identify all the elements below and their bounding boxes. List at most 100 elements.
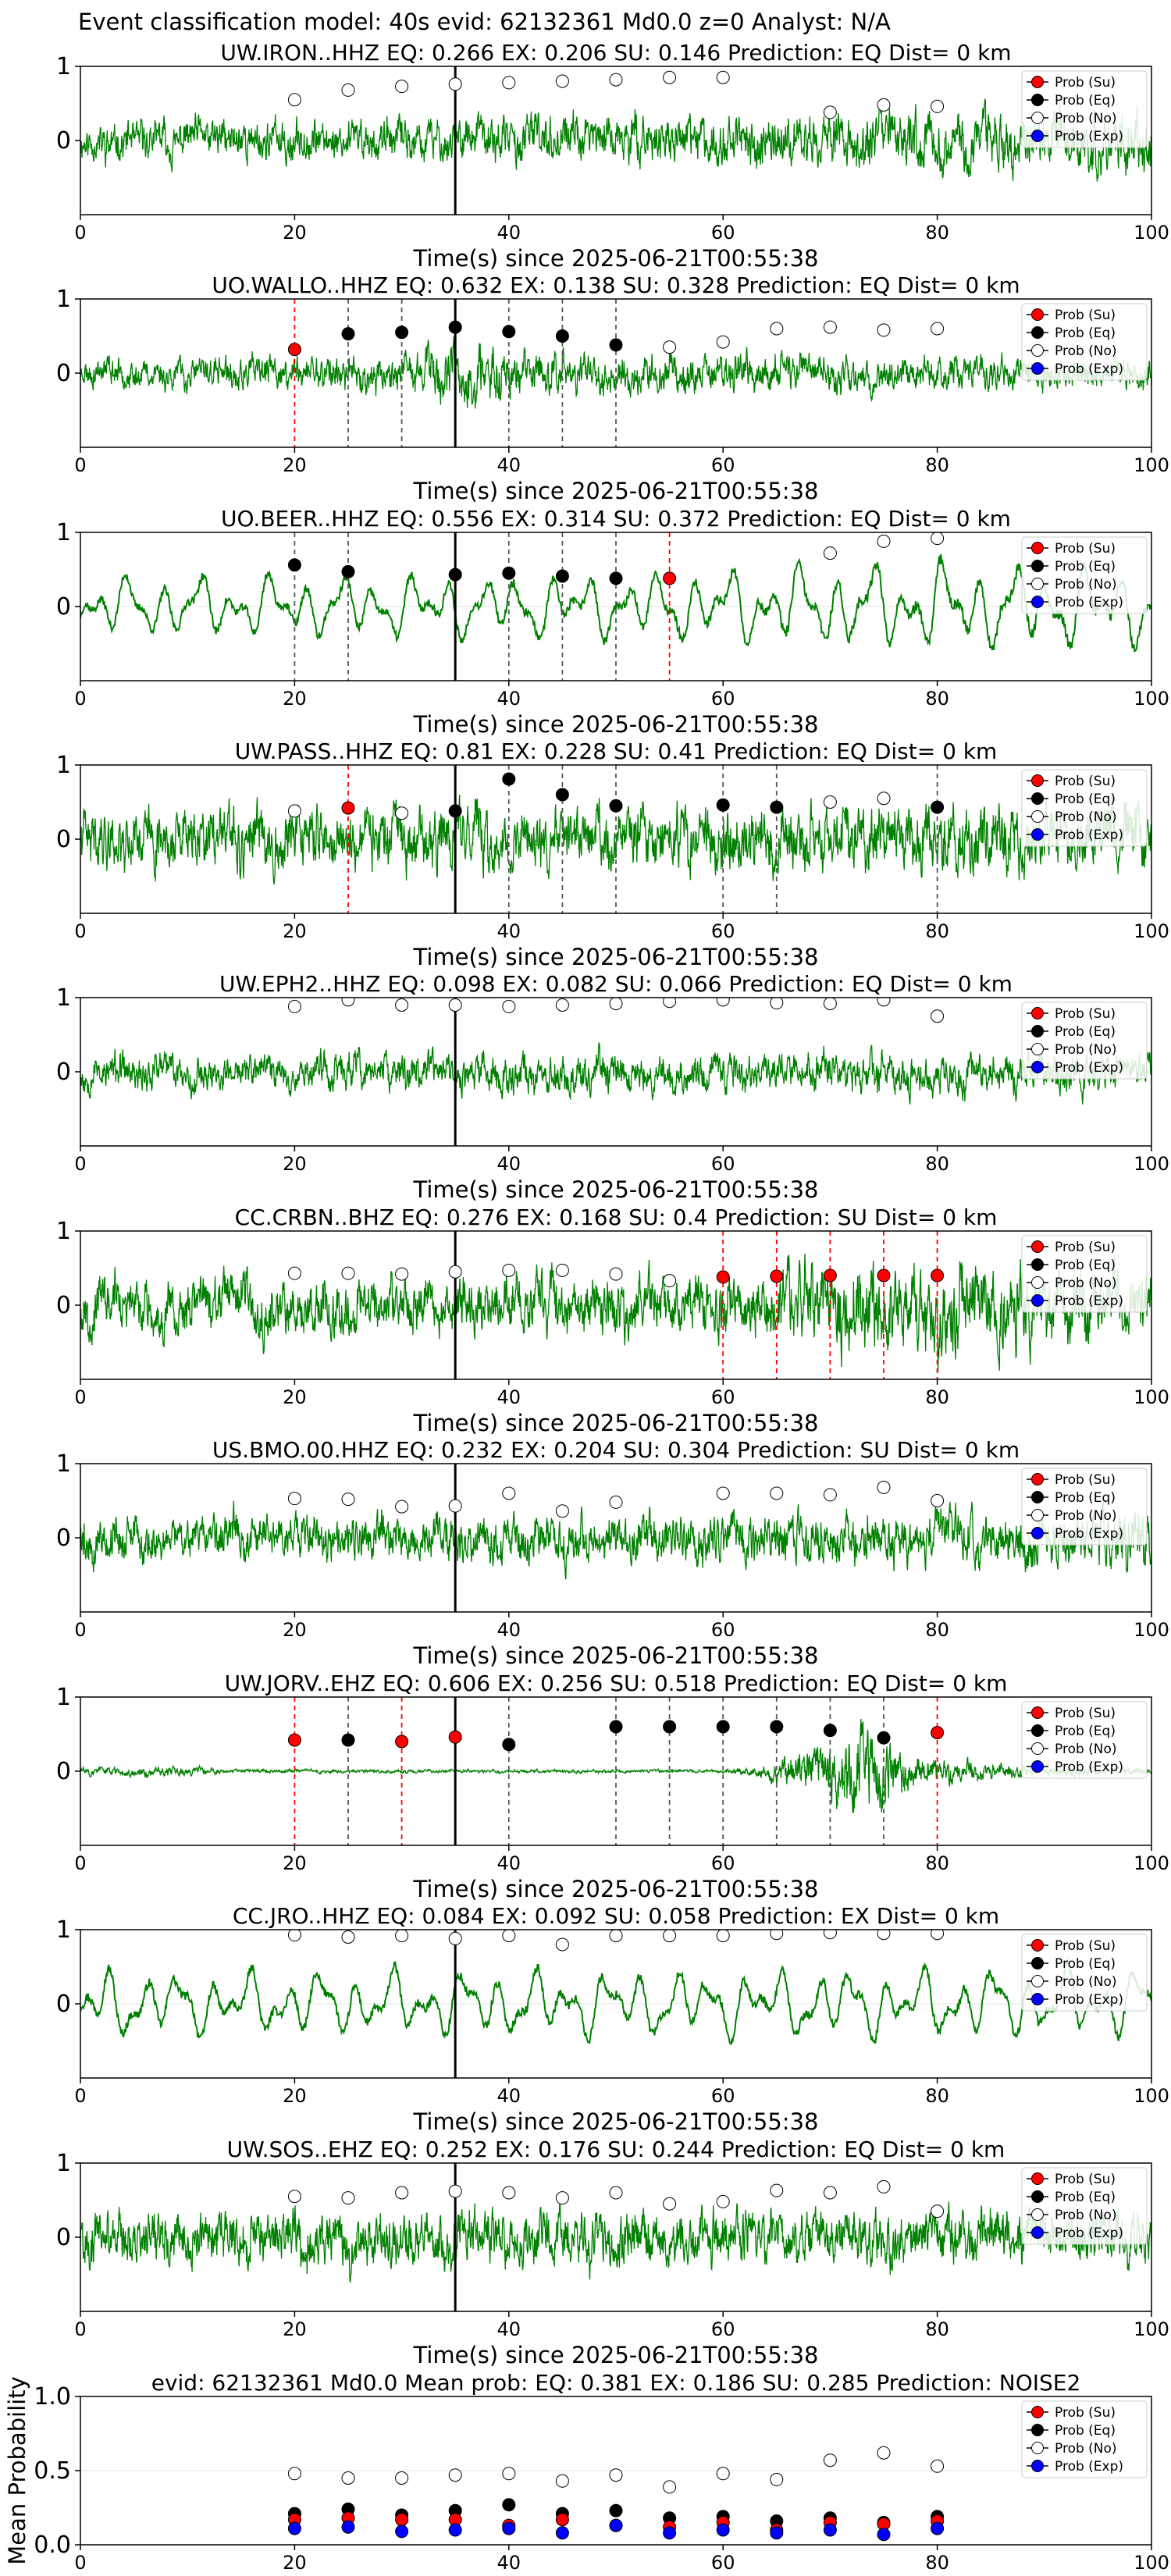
panels: UW.IRON..HHZ EQ: 0.266 EX: 0.206 SU: 0.1… [4, 40, 1169, 2574]
prob-point-no [287, 1492, 301, 1506]
y-tick-label: 0.0 [34, 2532, 71, 2559]
x-tick-label: 100 [1134, 2318, 1169, 2340]
legend-item-eq: Prob (Eq) [1027, 1724, 1116, 1739]
legend-label-su: Prob (Su) [1055, 2405, 1116, 2421]
panel-title: UW.PASS..HHZ EQ: 0.81 EX: 0.228 SU: 0.41… [235, 738, 998, 764]
prob-point-eq [502, 325, 516, 339]
legend-item-no: Prob (No) [1027, 577, 1117, 592]
prob-point-su [395, 1735, 409, 1749]
x-tick-label: 100 [1134, 1153, 1169, 1175]
mean-prob-point-exp [341, 2520, 355, 2534]
prob-point-eq [341, 327, 355, 341]
legend-label-eq: Prob (Eq) [1055, 2423, 1116, 2439]
legend-label-eq: Prob (Eq) [1055, 93, 1116, 109]
mean-prob-point-exp [502, 2521, 516, 2535]
x-tick-label: 100 [1134, 1619, 1169, 1641]
x-tick-label: 40 [497, 2085, 521, 2107]
x-tick-label: 0 [74, 454, 86, 476]
legend-label-eq: Prob (Eq) [1055, 1258, 1116, 1273]
legend-item-eq: Prob (Eq) [1027, 1258, 1116, 1273]
x-tick-label: 20 [283, 1852, 307, 1874]
legend-label-su: Prob (Su) [1055, 1472, 1116, 1488]
legend-marker-no [1031, 2208, 1044, 2221]
legend-item-exp: Prob (Exp) [1027, 1060, 1123, 1076]
prob-point-no [877, 792, 891, 806]
prob-point-no [555, 1263, 569, 1277]
x-tick-label: 80 [925, 920, 949, 942]
prob-point-no [931, 532, 945, 546]
prob-point-eq [770, 800, 784, 814]
x-tick-label: 20 [283, 1386, 307, 1408]
y-tick-label: 1 [56, 752, 71, 779]
panel-title: UW.EPH2..HHZ EQ: 0.098 EX: 0.082 SU: 0.0… [219, 971, 1013, 997]
legend-marker-exp [1031, 596, 1044, 608]
waveform-trace [80, 553, 1151, 653]
mean-prob-point-no [502, 2467, 516, 2481]
legend-label-eq: Prob (Eq) [1055, 1956, 1116, 1972]
prob-point-no [770, 1930, 784, 1941]
panel-7: US.BMO.00.HHZ EQ: 0.232 EX: 0.204 SU: 0.… [56, 1437, 1169, 1669]
mean-prob-point-exp [287, 2521, 301, 2535]
legend-label-exp: Prob (Exp) [1055, 595, 1123, 610]
legend-marker-su [1031, 774, 1044, 787]
legend-marker-no [1031, 1276, 1044, 1289]
legend-item-su: Prob (Su) [1027, 2172, 1116, 2187]
legend-label-exp: Prob (Exp) [1055, 1060, 1123, 1076]
prob-point-no [663, 1930, 677, 1943]
legend-item-su: Prob (Su) [1027, 75, 1116, 91]
prob-point-no [877, 534, 891, 548]
panel-title: UO.WALLO..HHZ EQ: 0.632 EX: 0.138 SU: 0.… [212, 272, 1020, 298]
x-tick-label: 80 [925, 454, 949, 476]
x-tick-label: 0 [74, 688, 86, 710]
x-axis-label: Time(s) since 2025-06-21T00:55:38 [413, 1176, 819, 1203]
prob-point-eq [609, 338, 623, 352]
legend-marker-no [1031, 2442, 1044, 2454]
mean-prob-point-exp [770, 2526, 784, 2540]
prob-point-no [395, 2186, 409, 2200]
x-tick-label: 20 [283, 2552, 307, 2574]
x-tick-label: 40 [497, 1619, 521, 1641]
plot-area [80, 299, 1151, 447]
legend-item-eq: Prob (Eq) [1027, 1490, 1116, 1506]
prob-point-no [341, 1930, 355, 1944]
prob-point-no [341, 1266, 355, 1280]
x-tick-label: 60 [711, 222, 735, 244]
plot-area [80, 532, 1151, 681]
x-tick-label: 40 [497, 1386, 521, 1408]
legend-marker-su [1031, 1240, 1044, 1253]
mean-prob-point-no [770, 2472, 784, 2486]
x-tick-label: 100 [1134, 920, 1169, 942]
prob-point-su [877, 1268, 891, 1283]
x-tick-label: 100 [1134, 454, 1169, 476]
x-tick-label: 40 [497, 222, 521, 244]
panel-title: UW.SOS..EHZ EQ: 0.252 EX: 0.176 SU: 0.24… [227, 2137, 1005, 2162]
legend-label-su: Prob (Su) [1055, 75, 1116, 91]
prob-point-eq [448, 320, 462, 334]
mean-prob-point-exp [663, 2526, 677, 2540]
prob-point-no [555, 74, 569, 88]
legend-marker-su [1031, 308, 1044, 321]
mean-prob-point-no [287, 2467, 301, 2481]
legend-item-no: Prob (No) [1027, 2441, 1117, 2457]
x-tick-label: 80 [925, 1386, 949, 1408]
mean-prob-point-no [609, 2468, 623, 2482]
legend-label-no: Prob (No) [1055, 343, 1117, 359]
prob-point-no [502, 999, 516, 1013]
prob-point-no [877, 998, 891, 1007]
prob-point-no [609, 2186, 623, 2200]
legend-label-exp: Prob (Exp) [1055, 2226, 1123, 2241]
prob-point-no [823, 546, 837, 560]
legend-label-su: Prob (Su) [1055, 1240, 1116, 1255]
legend-marker-eq [1031, 2190, 1044, 2203]
legend-label-su: Prob (Su) [1055, 774, 1116, 789]
prob-point-no [502, 1263, 516, 1277]
panel-5: UW.EPH2..HHZ EQ: 0.098 EX: 0.082 SU: 0.0… [56, 971, 1169, 1203]
legend-label-eq: Prob (Eq) [1055, 2190, 1116, 2205]
x-tick-label: 60 [711, 1386, 735, 1408]
legend-marker-su [1031, 76, 1044, 88]
prob-point-no [770, 1486, 784, 1500]
mean-prob-point-su [555, 2513, 569, 2527]
prob-point-no [395, 1267, 409, 1281]
prob-point-eq [609, 799, 623, 813]
prob-point-eq [663, 1720, 677, 1734]
